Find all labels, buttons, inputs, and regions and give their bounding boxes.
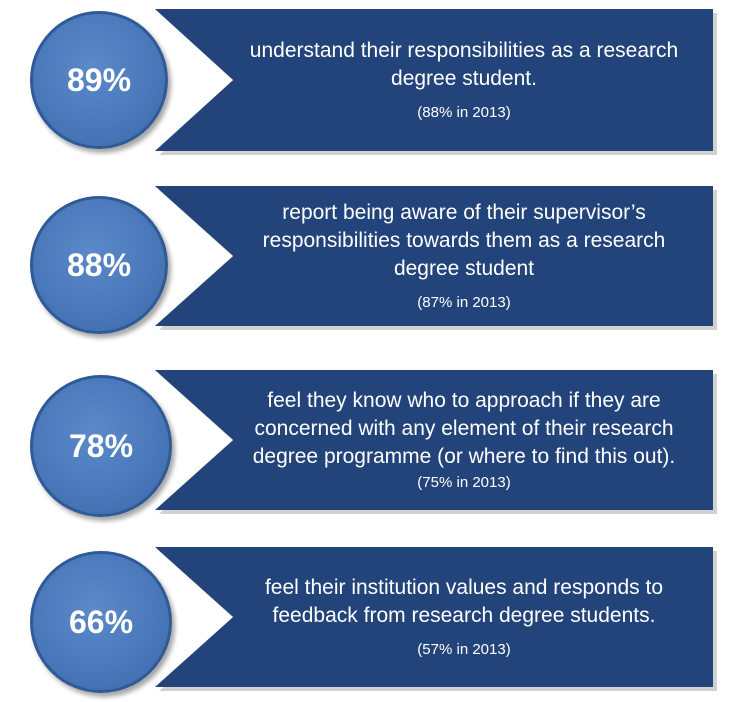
stat-banner: feel they know who to approach if they a… xyxy=(155,370,713,510)
stat-comparison: (88% in 2013) xyxy=(417,104,511,121)
stat-comparison: (75% in 2013) xyxy=(417,474,511,491)
stat-banner: report being aware of their supervisor’s… xyxy=(155,186,713,326)
stat-statement: report being aware of their supervisor’s… xyxy=(262,201,666,280)
stat-percent-circle: 89% xyxy=(30,11,168,149)
stat-statement: understand their responsibilities as a r… xyxy=(249,39,679,90)
stat-comparison: (57% in 2013) xyxy=(417,641,511,658)
stat-percent: 78% xyxy=(68,427,134,464)
stat-banner: understand their responsibilities as a r… xyxy=(155,9,713,151)
stat-percent: 89% xyxy=(66,61,132,98)
stat-comparison: (87% in 2013) xyxy=(417,294,511,311)
stat-statement: feel they know who to approach if they a… xyxy=(252,389,676,468)
stat-percent-circle: 66% xyxy=(30,551,172,693)
stat-statement: feel their institution values and respon… xyxy=(264,576,664,627)
stat-percent: 66% xyxy=(68,603,134,640)
stat-banner: feel their institution values and respon… xyxy=(155,547,713,687)
stat-percent: 88% xyxy=(66,246,132,283)
stat-percent-circle: 78% xyxy=(30,375,172,517)
stat-percent-circle: 88% xyxy=(30,196,168,334)
